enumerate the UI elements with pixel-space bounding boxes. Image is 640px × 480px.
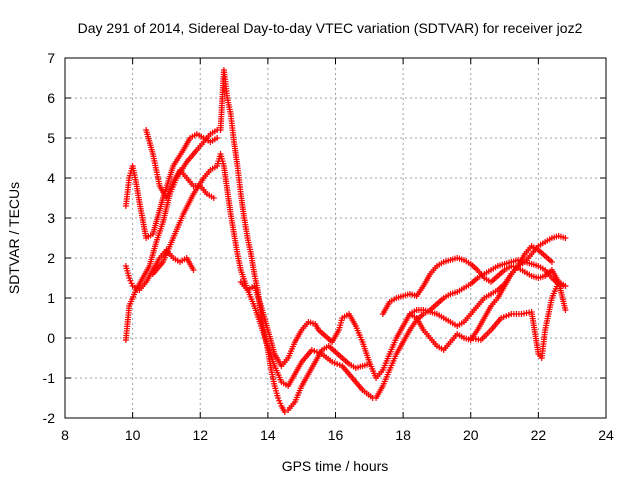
data-point (562, 235, 569, 241)
y-tick-label: 2 (47, 250, 55, 266)
data-point (277, 400, 284, 407)
series-track-9 (406, 243, 555, 329)
y-tick-label: 0 (47, 330, 55, 346)
data-point (562, 283, 569, 289)
y-tick-labels: -2 -1 0 1 2 3 4 5 6 7 (43, 50, 56, 426)
y-tick-label: 1 (47, 290, 55, 306)
data-point (275, 395, 282, 401)
data-point (276, 397, 283, 404)
x-tick-labels: 8 10 12 14 16 18 20 22 24 (61, 427, 614, 443)
y-tick-label: 6 (47, 90, 55, 106)
data-point (562, 307, 569, 313)
y-tick-label: -2 (43, 410, 56, 426)
series-track-6 (237, 233, 569, 381)
series-track-10 (467, 279, 569, 361)
data-point (126, 275, 133, 281)
data-point (190, 267, 197, 273)
series-track-3 (122, 247, 197, 293)
plot-frame (64, 57, 607, 419)
x-tick-label: 14 (260, 427, 276, 443)
y-tick-label: -1 (43, 370, 56, 386)
x-tick-label: 16 (328, 427, 344, 443)
data-points (122, 67, 569, 415)
x-tick-label: 10 (125, 427, 141, 443)
x-tick-label: 24 (598, 427, 614, 443)
data-point (210, 195, 217, 201)
series-track-5 (149, 151, 376, 401)
y-axis-label: SDTVAR / TECUs (6, 182, 22, 294)
data-point (281, 409, 288, 415)
x-tick-label: 22 (531, 427, 547, 443)
x-axis-label: GPS time / hours (282, 458, 389, 474)
data-point (128, 280, 135, 287)
chart-title: Day 291 of 2014, Sidereal Day-to-day VTE… (78, 20, 583, 36)
data-point (548, 259, 555, 265)
y-tick-label: 3 (47, 210, 55, 226)
y-tick-label: 4 (47, 170, 55, 186)
x-tick-label: 12 (192, 427, 208, 443)
x-tick-label: 8 (61, 427, 69, 443)
series-track-8 (373, 257, 569, 401)
data-point (214, 135, 221, 141)
x-tick-label: 18 (395, 427, 411, 443)
y-tick-label: 7 (47, 50, 55, 66)
grid-layer (65, 58, 606, 418)
y-tick-label: 5 (47, 130, 55, 146)
data-point (127, 277, 134, 284)
ticks-layer (64, 57, 607, 419)
x-tick-label: 20 (463, 427, 479, 443)
